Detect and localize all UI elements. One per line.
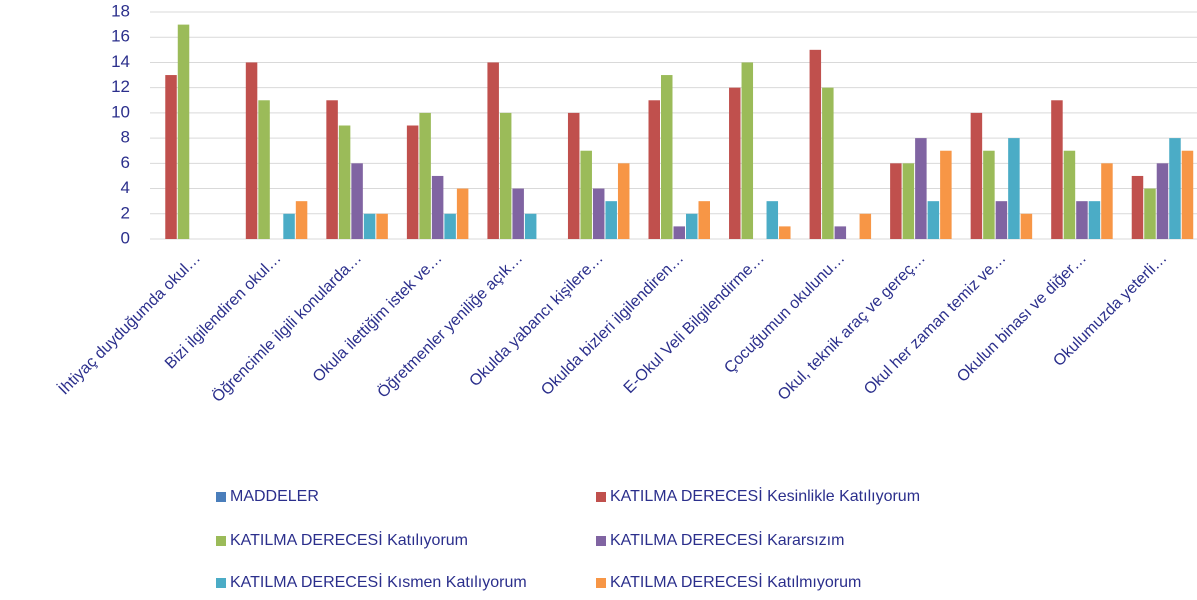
bar: [1063, 150, 1076, 239]
bar: [456, 188, 469, 239]
y-tick-label: 4: [121, 178, 130, 197]
bar: [729, 87, 741, 240]
x-tick-label: Okul her zaman temiz ve…: [861, 250, 1009, 398]
bar: [165, 75, 177, 239]
legend-label: KATILMA DERECESİ Kesinlikle Katılıyorum: [610, 486, 920, 505]
bar: [431, 175, 444, 239]
bar: [940, 150, 952, 239]
legend-label: KATILMA DERECESİ Kısmen Katılıyorum: [230, 572, 527, 591]
bar: [295, 201, 308, 239]
legend-label: KATILMA DERECESİ Katılıyorum: [230, 530, 468, 549]
y-tick-label: 18: [111, 1, 130, 20]
x-tick-label: İhtiyaç duyduğumda okul…: [54, 248, 204, 398]
bar: [1088, 201, 1101, 239]
bar: [499, 112, 512, 239]
x-tick-label: E-Okul Veli Bilgilendirme…: [621, 250, 768, 397]
y-tick-label: 12: [111, 77, 130, 96]
y-tick-label: 10: [111, 102, 130, 121]
bar: [1051, 100, 1063, 240]
y-tick-label: 8: [121, 128, 130, 147]
bar: [245, 62, 258, 239]
bar: [605, 201, 617, 239]
bar: [487, 62, 499, 239]
legend-label: KATILMA DERECESİ Katılmıyorum: [610, 572, 861, 591]
bar: [741, 62, 754, 239]
bar: [859, 213, 872, 239]
x-tick-label: Öğrencimle ilgili konularda…: [208, 249, 365, 406]
bar: [809, 49, 822, 240]
bar: [698, 201, 710, 239]
x-tick-label: Okulda yabancı kişilere…: [466, 250, 606, 390]
bar: [258, 100, 270, 240]
legend-swatch: [596, 536, 606, 546]
bar: [326, 100, 338, 240]
x-tick-label: Okulun binası ve diğer…: [954, 250, 1090, 386]
x-tick-label: Okul, teknik araç ve gereç…: [775, 250, 929, 404]
bar: [1101, 163, 1113, 239]
bar: [1076, 201, 1088, 239]
bar: [177, 24, 190, 239]
y-tick-label: 0: [121, 228, 130, 247]
bar: [524, 213, 537, 239]
bar: [351, 163, 363, 239]
bar: [444, 213, 456, 239]
bar: [1144, 188, 1156, 239]
bar: [648, 100, 660, 240]
bar: [1156, 163, 1169, 239]
bar: [363, 213, 376, 239]
bar: [1008, 138, 1020, 239]
bar: [1020, 213, 1033, 239]
bar: [915, 138, 927, 239]
bar: [338, 125, 351, 239]
bar: [580, 150, 592, 239]
y-tick-label: 14: [111, 52, 130, 71]
bar: [661, 75, 673, 239]
legend-swatch: [596, 492, 606, 502]
bar: [834, 226, 847, 239]
legend-swatch: [216, 492, 226, 502]
bar: [419, 112, 431, 239]
y-tick-label: 6: [121, 153, 130, 172]
x-tick-label: Okula ilettiğim istek ve…: [310, 250, 446, 386]
legend-swatch: [216, 578, 226, 588]
bar: [822, 87, 834, 240]
bar: [995, 201, 1008, 239]
bar: [1131, 175, 1144, 239]
bar: [283, 213, 295, 239]
bar: [617, 163, 630, 239]
bar: [902, 163, 915, 239]
bar: [766, 201, 779, 239]
bar: [927, 201, 940, 239]
bar: [673, 226, 685, 239]
bar: [1181, 150, 1194, 239]
y-tick-label: 2: [121, 203, 130, 222]
bar: [406, 125, 419, 239]
bar: [376, 213, 388, 239]
y-tick-label: 16: [111, 27, 130, 46]
bar: [567, 112, 580, 239]
bar: [512, 188, 524, 239]
bar: [970, 112, 983, 239]
legend-label: MADDELER: [230, 488, 319, 505]
x-tick-label: Okulda bizleri ilgilendiren…: [538, 250, 687, 399]
bar: [779, 226, 791, 239]
legend-label: KATILMA DERECESİ Kararsızım: [610, 530, 844, 549]
legend-swatch: [216, 536, 226, 546]
bar: [592, 188, 605, 239]
legend-swatch: [596, 578, 606, 588]
bar: [686, 213, 698, 239]
x-tick-label: Öğretmenler yeniliğe açık…: [374, 249, 526, 401]
bar: [1169, 138, 1181, 239]
bar: [890, 163, 902, 239]
bar: [983, 150, 995, 239]
